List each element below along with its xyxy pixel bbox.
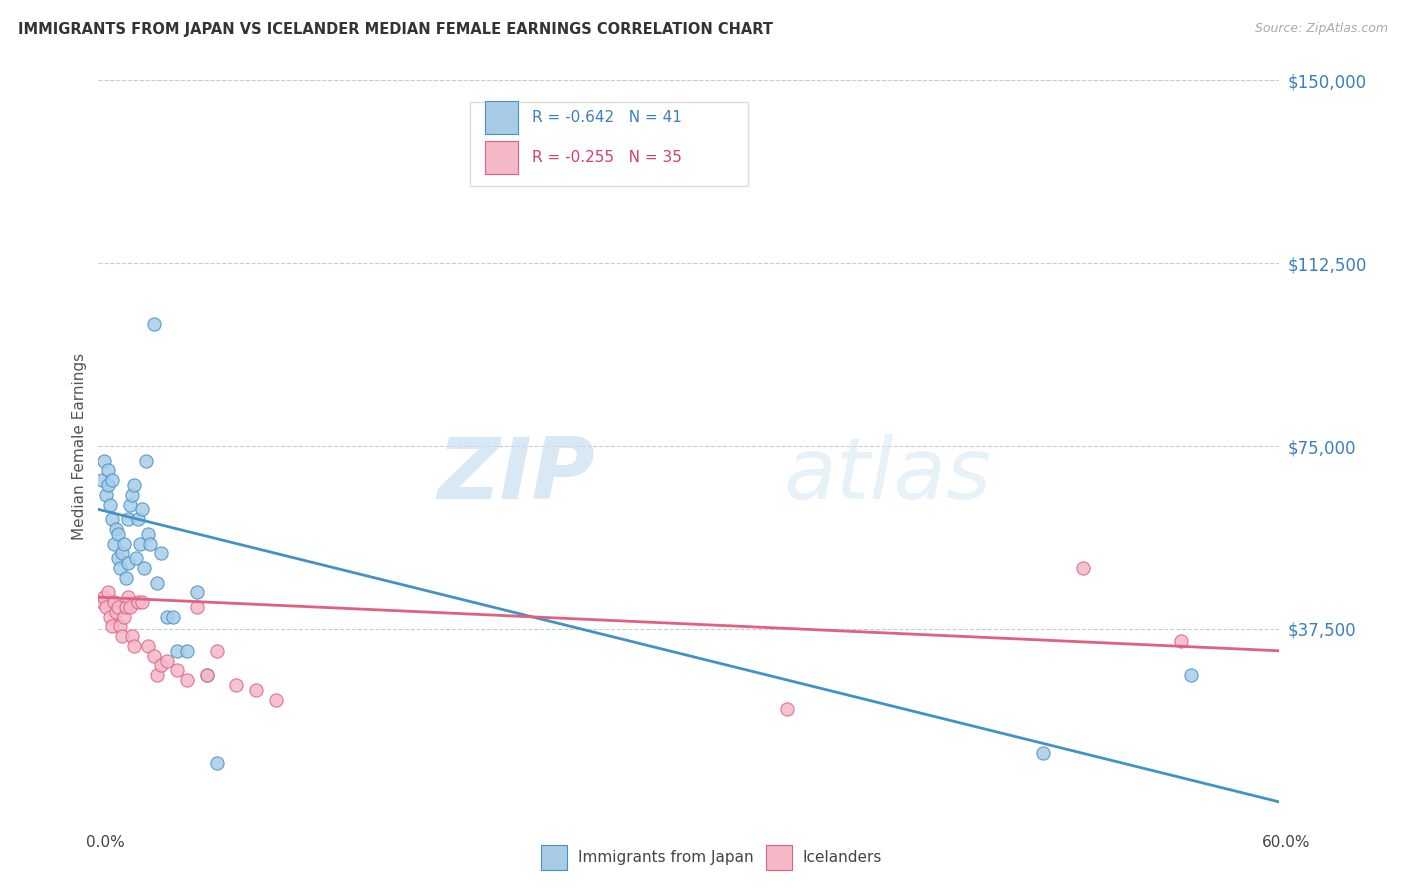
Bar — [485, 141, 517, 174]
Point — [176, 673, 198, 687]
Point — [98, 498, 121, 512]
Point — [127, 512, 149, 526]
Point — [118, 599, 141, 614]
Point — [122, 639, 145, 653]
Point — [186, 585, 208, 599]
Point — [117, 556, 139, 570]
Point — [128, 536, 150, 550]
Point — [146, 575, 169, 590]
Point — [162, 609, 184, 624]
Point — [96, 488, 118, 502]
Point — [225, 678, 247, 692]
Point — [1071, 561, 1094, 575]
Point — [156, 609, 179, 624]
Point — [131, 502, 153, 516]
Point — [205, 644, 228, 658]
Point — [142, 648, 165, 663]
Point — [245, 682, 267, 697]
Point — [121, 488, 143, 502]
Point — [117, 590, 139, 604]
Point — [166, 644, 188, 658]
Point — [122, 478, 145, 492]
Point — [101, 473, 124, 487]
Point — [107, 526, 129, 541]
Point — [101, 512, 124, 526]
Point — [1170, 634, 1192, 648]
Point — [195, 668, 218, 682]
Point — [105, 605, 128, 619]
Bar — [471, 103, 748, 186]
Point — [1180, 668, 1202, 682]
Point — [1032, 746, 1054, 760]
Point — [205, 756, 228, 770]
Text: R = -0.642   N = 41: R = -0.642 N = 41 — [531, 111, 682, 125]
Point — [132, 561, 155, 575]
Point — [186, 599, 208, 614]
Point — [111, 629, 134, 643]
Point — [115, 599, 138, 614]
Point — [118, 498, 141, 512]
Text: atlas: atlas — [783, 434, 991, 516]
Text: Icelanders: Icelanders — [803, 850, 882, 864]
Point — [115, 571, 138, 585]
Point — [111, 546, 134, 560]
Point — [107, 551, 129, 566]
Point — [97, 478, 120, 492]
Point — [176, 644, 198, 658]
Point — [108, 619, 131, 633]
Point — [112, 609, 135, 624]
Point — [776, 702, 799, 716]
Point — [93, 453, 115, 467]
Text: Source: ZipAtlas.com: Source: ZipAtlas.com — [1254, 22, 1388, 36]
Point — [138, 536, 160, 550]
Text: 0.0%: 0.0% — [86, 836, 125, 850]
Point — [195, 668, 218, 682]
Text: Immigrants from Japan: Immigrants from Japan — [578, 850, 754, 864]
Point — [121, 629, 143, 643]
Point — [150, 658, 173, 673]
Point — [136, 639, 159, 653]
Text: 60.0%: 60.0% — [1263, 836, 1310, 850]
Text: IMMIGRANTS FROM JAPAN VS ICELANDER MEDIAN FEMALE EARNINGS CORRELATION CHART: IMMIGRANTS FROM JAPAN VS ICELANDER MEDIA… — [18, 22, 773, 37]
Point — [93, 590, 115, 604]
Point — [101, 619, 124, 633]
Point — [127, 595, 149, 609]
Point — [125, 551, 148, 566]
Point — [97, 585, 120, 599]
Point — [112, 536, 135, 550]
Point — [135, 453, 157, 467]
Point — [97, 463, 120, 477]
Point — [117, 512, 139, 526]
Point — [96, 599, 118, 614]
Point — [91, 473, 114, 487]
Point — [131, 595, 153, 609]
Text: ZIP: ZIP — [437, 434, 595, 516]
Bar — [485, 102, 517, 134]
Text: R = -0.255   N = 35: R = -0.255 N = 35 — [531, 150, 682, 165]
Point — [142, 317, 165, 331]
Point — [103, 536, 125, 550]
Point — [146, 668, 169, 682]
Point — [150, 546, 173, 560]
Point — [105, 522, 128, 536]
Point — [108, 561, 131, 575]
Point — [103, 595, 125, 609]
Point — [166, 663, 188, 677]
Point — [107, 599, 129, 614]
Point — [136, 526, 159, 541]
Point — [91, 595, 114, 609]
Point — [264, 692, 287, 706]
Point — [156, 654, 179, 668]
Point — [98, 609, 121, 624]
Y-axis label: Median Female Earnings: Median Female Earnings — [72, 352, 87, 540]
